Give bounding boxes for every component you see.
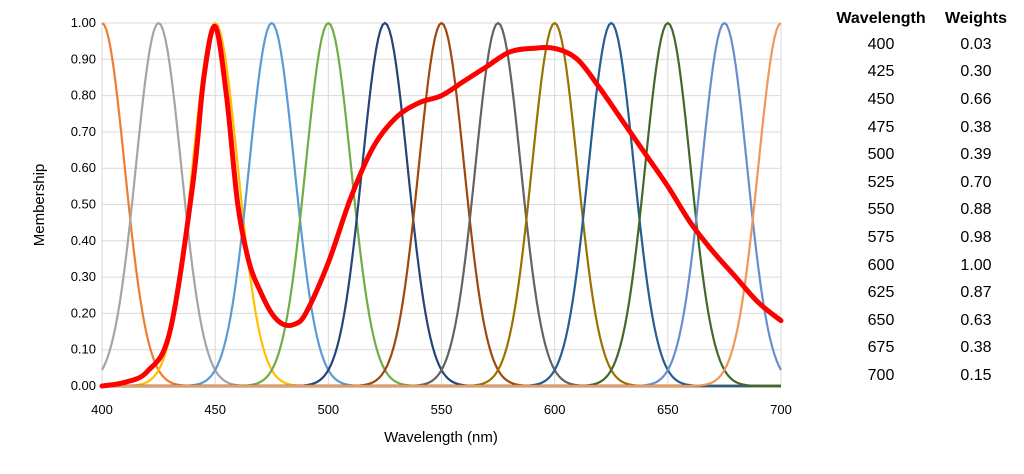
weight-cell: 0.88 — [960, 201, 992, 219]
y-tick-label: 1.00 — [71, 15, 96, 30]
weight-cell: 0.70 — [960, 173, 992, 191]
table-row: 600 1.00 — [822, 252, 1012, 280]
weight-cell: 1.00 — [960, 256, 992, 274]
table-row: 675 0.38 — [822, 335, 1012, 363]
y-tick-label: 0.50 — [71, 197, 96, 212]
membership-chart: 0.00 0.10 0.20 0.30 0.40 0.50 0.60 0.70 0.80 0.90… — [31, 15, 792, 446]
table-row: 525 0.70 — [822, 169, 1012, 197]
table-row: 500 0.39 — [822, 141, 1012, 169]
weight-cell: 0.39 — [960, 146, 992, 164]
wavelength-cell: 425 — [867, 63, 895, 81]
wavelength-cell: 650 — [867, 311, 895, 329]
wavelength-cell: 700 — [867, 366, 895, 384]
membership-curves — [101, 21, 782, 388]
table-row: 550 0.88 — [822, 197, 1012, 225]
x-tick-label: 450 — [204, 402, 226, 417]
y-axis-title: Membership — [31, 164, 48, 247]
y-tick-label: 0.60 — [71, 160, 96, 175]
table-header-row: Wavelength Weights — [822, 6, 1012, 31]
wavelength-cell: 625 — [867, 284, 895, 302]
column-header-wavelength: Wavelength — [836, 9, 926, 27]
x-axis-title: Wavelength (nm) — [384, 429, 498, 446]
x-tick-label: 550 — [431, 402, 453, 417]
weight-cell: 0.30 — [960, 63, 992, 81]
weight-cell: 0.66 — [960, 90, 992, 108]
weights-table: Wavelength Weights 400 0.03 425 0.30 450 0.66… — [822, 6, 1012, 390]
table-row: 425 0.30 — [822, 59, 1012, 87]
table-row: 400 0.03 — [822, 31, 1012, 59]
table-row: 625 0.87 — [822, 279, 1012, 307]
aggregate-curve-group — [99, 24, 784, 389]
weight-cell: 0.15 — [960, 366, 992, 384]
y-tick-label: 0.90 — [71, 51, 96, 66]
wavelength-cell: 600 — [867, 256, 895, 274]
wavelength-cell: 450 — [867, 90, 895, 108]
y-tick-label: 0.70 — [71, 124, 96, 139]
wavelength-cell: 675 — [867, 339, 895, 357]
y-tick-label: 0.80 — [71, 88, 96, 103]
wavelength-cell: 475 — [867, 118, 895, 136]
table-body: 400 0.03 425 0.30 450 0.66 475 0.38 500 0.39 525 0.… — [822, 31, 1012, 390]
y-tick-label: 0.10 — [71, 342, 96, 357]
table-row: 450 0.66 — [822, 86, 1012, 114]
axis-ticks: 0.00 0.10 0.20 0.30 0.40 0.50 0.60 0.70 0.80 0.90… — [71, 15, 792, 417]
table-row: 575 0.98 — [822, 224, 1012, 252]
x-tick-label: 700 — [770, 402, 792, 417]
weight-cell: 0.63 — [960, 311, 992, 329]
x-tick-label: 400 — [91, 402, 113, 417]
table-row: 475 0.38 — [822, 114, 1012, 142]
table-row: 700 0.15 — [822, 362, 1012, 390]
x-tick-label: 650 — [657, 402, 679, 417]
column-header-weights: Weights — [945, 9, 1007, 27]
wavelength-cell: 525 — [867, 173, 895, 191]
y-tick-label: 0.40 — [71, 233, 96, 248]
weight-cell: 0.98 — [960, 228, 992, 246]
wavelength-cell: 500 — [867, 146, 895, 164]
y-tick-label: 0.30 — [71, 269, 96, 284]
x-tick-label: 600 — [544, 402, 566, 417]
wavelength-cell: 400 — [867, 35, 895, 53]
y-tick-label: 0.20 — [71, 305, 96, 320]
aggregate-curve — [99, 24, 784, 389]
weight-cell: 0.03 — [960, 35, 992, 53]
weight-cell: 0.38 — [960, 118, 992, 136]
wavelength-cell: 575 — [867, 228, 895, 246]
wavelength-cell: 550 — [867, 201, 895, 219]
membership-curve — [102, 22, 782, 388]
x-tick-label: 500 — [317, 402, 339, 417]
table-row: 650 0.63 — [822, 307, 1012, 335]
weight-cell: 0.87 — [960, 284, 992, 302]
y-tick-label: 0.00 — [71, 378, 96, 393]
weight-cell: 0.38 — [960, 339, 992, 357]
